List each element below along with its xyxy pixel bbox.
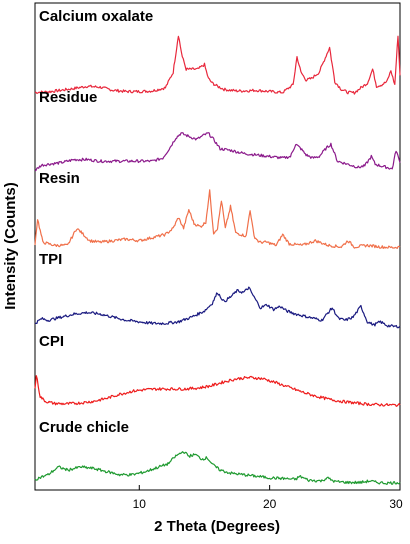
x-tick-label: 30 bbox=[389, 497, 403, 511]
series-line-calcium-oxalate bbox=[34, 35, 401, 95]
x-tick-label: 20 bbox=[263, 497, 277, 511]
series-line-residue bbox=[34, 132, 401, 172]
series-label-residue: Residue bbox=[39, 89, 97, 106]
x-axis-ticks: 10 20 30 bbox=[133, 485, 403, 511]
series-label-tpi: TPI bbox=[39, 251, 62, 268]
series-line-crude-chicle bbox=[34, 451, 401, 485]
series-label-calcium-oxalate: Calcium oxalate bbox=[39, 8, 153, 25]
series-layer bbox=[34, 35, 401, 485]
series-line-tpi bbox=[34, 286, 401, 329]
series-line-resin bbox=[34, 189, 401, 249]
x-tick-label: 10 bbox=[133, 497, 147, 511]
series-label-crude-chicle: Crude chicle bbox=[39, 419, 129, 436]
plot-frame bbox=[34, 2, 401, 491]
series-label-cpi: CPI bbox=[39, 333, 64, 350]
series-line-cpi bbox=[34, 375, 401, 407]
y-axis-title: Intensity (Counts) bbox=[2, 182, 19, 310]
series-label-resin: Resin bbox=[39, 170, 80, 187]
series-label-layer: Calcium oxalate Residue Resin TPI CPI Crude c… bbox=[39, 8, 153, 436]
x-axis-title: 2 Theta (Degrees) bbox=[154, 518, 280, 535]
